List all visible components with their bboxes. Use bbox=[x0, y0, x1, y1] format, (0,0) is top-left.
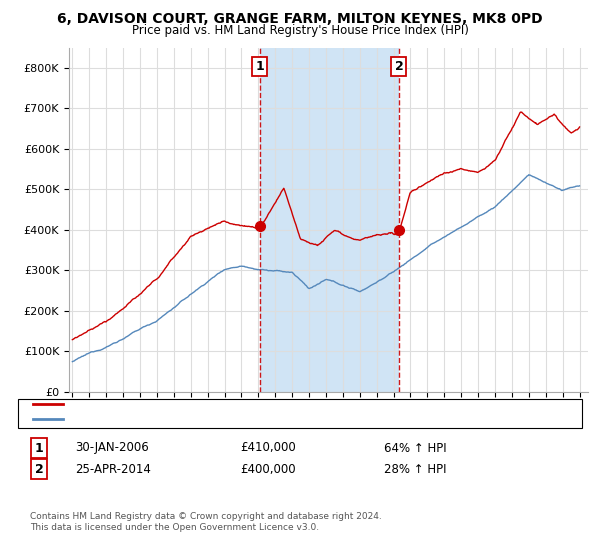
Text: 1: 1 bbox=[35, 441, 43, 455]
Text: £410,000: £410,000 bbox=[240, 441, 296, 455]
Text: £400,000: £400,000 bbox=[240, 463, 296, 476]
Text: 30-JAN-2006: 30-JAN-2006 bbox=[75, 441, 149, 455]
Text: 6, DAVISON COURT, GRANGE FARM, MILTON KEYNES, MK8 0PD (detached house): 6, DAVISON COURT, GRANGE FARM, MILTON KE… bbox=[66, 399, 484, 409]
Text: Price paid vs. HM Land Registry's House Price Index (HPI): Price paid vs. HM Land Registry's House … bbox=[131, 24, 469, 37]
Text: Contains HM Land Registry data © Crown copyright and database right 2024.
This d: Contains HM Land Registry data © Crown c… bbox=[30, 512, 382, 532]
Text: 2: 2 bbox=[395, 60, 403, 73]
Text: 25-APR-2014: 25-APR-2014 bbox=[75, 463, 151, 476]
Text: 2: 2 bbox=[35, 463, 43, 476]
Text: 64% ↑ HPI: 64% ↑ HPI bbox=[384, 441, 446, 455]
Bar bbox=[260, 48, 399, 392]
Text: 1: 1 bbox=[256, 60, 264, 73]
Text: 6, DAVISON COURT, GRANGE FARM, MILTON KEYNES, MK8 0PD: 6, DAVISON COURT, GRANGE FARM, MILTON KE… bbox=[57, 12, 543, 26]
Text: HPI: Average price, detached house, Milton Keynes: HPI: Average price, detached house, Milt… bbox=[66, 414, 331, 424]
Text: 28% ↑ HPI: 28% ↑ HPI bbox=[384, 463, 446, 476]
